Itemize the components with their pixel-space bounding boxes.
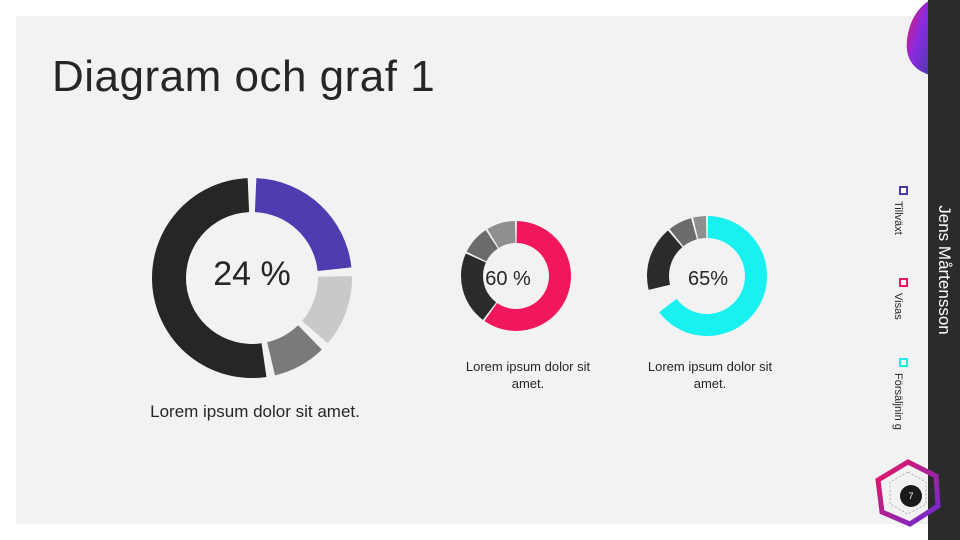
doughnut-slice-sales-4 xyxy=(669,218,697,247)
hexagon-badge-icon xyxy=(875,459,941,527)
doughnut-slice-sales-1 xyxy=(659,216,767,336)
caption-sales: Lorem ipsum dolor sit amet. xyxy=(647,359,773,391)
page-number: 7 xyxy=(900,485,922,507)
caption-views: Lorem ipsum dolor sit amet. xyxy=(465,359,591,391)
legend-item-sales: Försäljnin g xyxy=(880,358,928,430)
legend-label-views: Visas xyxy=(892,293,904,320)
right-side-band xyxy=(928,0,960,540)
center-label-sales: 65% xyxy=(687,268,729,290)
legend-item-growth: Tillväxt xyxy=(880,186,928,246)
doughnut-slice-sales-3 xyxy=(647,230,683,290)
legend-swatch-sales xyxy=(899,358,908,367)
doughnut-slice-growth-4 xyxy=(151,178,267,378)
doughnut-slice-views-1 xyxy=(484,221,571,331)
doughnut-slice-growth-1 xyxy=(254,178,352,271)
legend-label-growth: Tillväxt xyxy=(892,201,904,235)
doughnut-slice-sales-5 xyxy=(693,216,707,240)
slide-title: Diagram och graf 1 xyxy=(52,52,436,101)
center-label-growth: 24 % xyxy=(213,255,291,293)
doughnut-slice-views-3 xyxy=(466,230,498,262)
legend-swatch-views xyxy=(899,278,908,287)
legend-label-sales: Försäljnin g xyxy=(892,373,904,430)
doughnut-slice-sales-2 xyxy=(649,286,676,311)
caption-growth: Lorem ipsum dolor sit amet. xyxy=(150,402,360,421)
doughnut-slice-growth-2 xyxy=(302,276,352,344)
doughnut-slice-views-2 xyxy=(460,253,497,320)
doughnut-chart-growth xyxy=(151,178,352,378)
decorative-gradient-ribbon xyxy=(906,0,930,75)
legend-swatch-growth xyxy=(899,186,908,195)
doughnut-slice-views-4 xyxy=(487,221,516,248)
doughnut-chart-views xyxy=(460,221,571,331)
center-label-views: 60 % xyxy=(485,268,531,290)
legend-item-views: Visas xyxy=(880,278,928,338)
doughnut-chart-sales xyxy=(647,216,767,336)
doughnut-slice-growth-3 xyxy=(267,325,322,376)
